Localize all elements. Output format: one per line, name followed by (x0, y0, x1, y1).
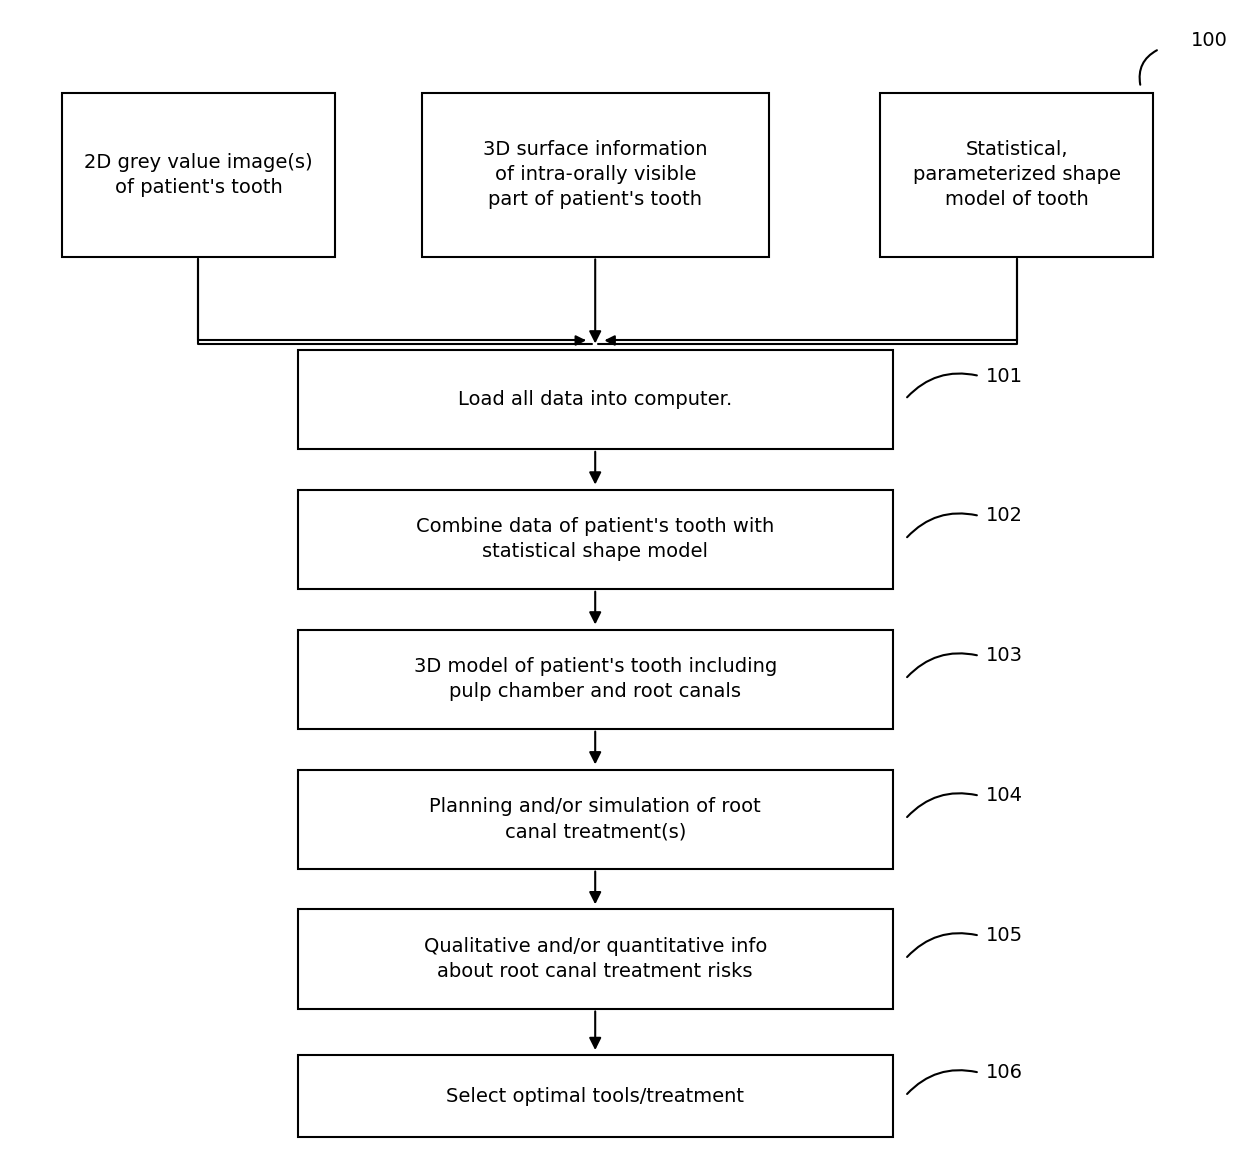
Text: Planning and/or simulation of root
canal treatment(s): Planning and/or simulation of root canal… (429, 798, 761, 841)
Text: Load all data into computer.: Load all data into computer. (458, 389, 733, 409)
FancyBboxPatch shape (298, 1055, 893, 1137)
FancyBboxPatch shape (880, 93, 1153, 257)
Text: 105: 105 (986, 926, 1023, 946)
FancyBboxPatch shape (298, 490, 893, 589)
Text: 101: 101 (986, 366, 1023, 386)
Text: Select optimal tools/treatment: Select optimal tools/treatment (446, 1087, 744, 1105)
Text: 104: 104 (986, 786, 1023, 806)
FancyBboxPatch shape (298, 770, 893, 869)
Text: 3D surface information
of intra-orally visible
part of patient's tooth: 3D surface information of intra-orally v… (482, 140, 708, 210)
FancyBboxPatch shape (298, 350, 893, 449)
Text: 100: 100 (1190, 31, 1228, 50)
Text: Statistical,
parameterized shape
model of tooth: Statistical, parameterized shape model o… (913, 140, 1121, 210)
Text: 102: 102 (986, 506, 1023, 526)
Text: 3D model of patient's tooth including
pulp chamber and root canals: 3D model of patient's tooth including pu… (414, 658, 776, 701)
Text: 103: 103 (986, 646, 1023, 666)
FancyBboxPatch shape (298, 909, 893, 1009)
FancyBboxPatch shape (298, 630, 893, 729)
FancyBboxPatch shape (62, 93, 335, 257)
Text: 106: 106 (986, 1063, 1023, 1082)
Text: Qualitative and/or quantitative info
about root canal treatment risks: Qualitative and/or quantitative info abo… (424, 937, 766, 981)
Text: 2D grey value image(s)
of patient's tooth: 2D grey value image(s) of patient's toot… (84, 153, 312, 197)
FancyBboxPatch shape (422, 93, 769, 257)
Text: Combine data of patient's tooth with
statistical shape model: Combine data of patient's tooth with sta… (417, 518, 774, 561)
